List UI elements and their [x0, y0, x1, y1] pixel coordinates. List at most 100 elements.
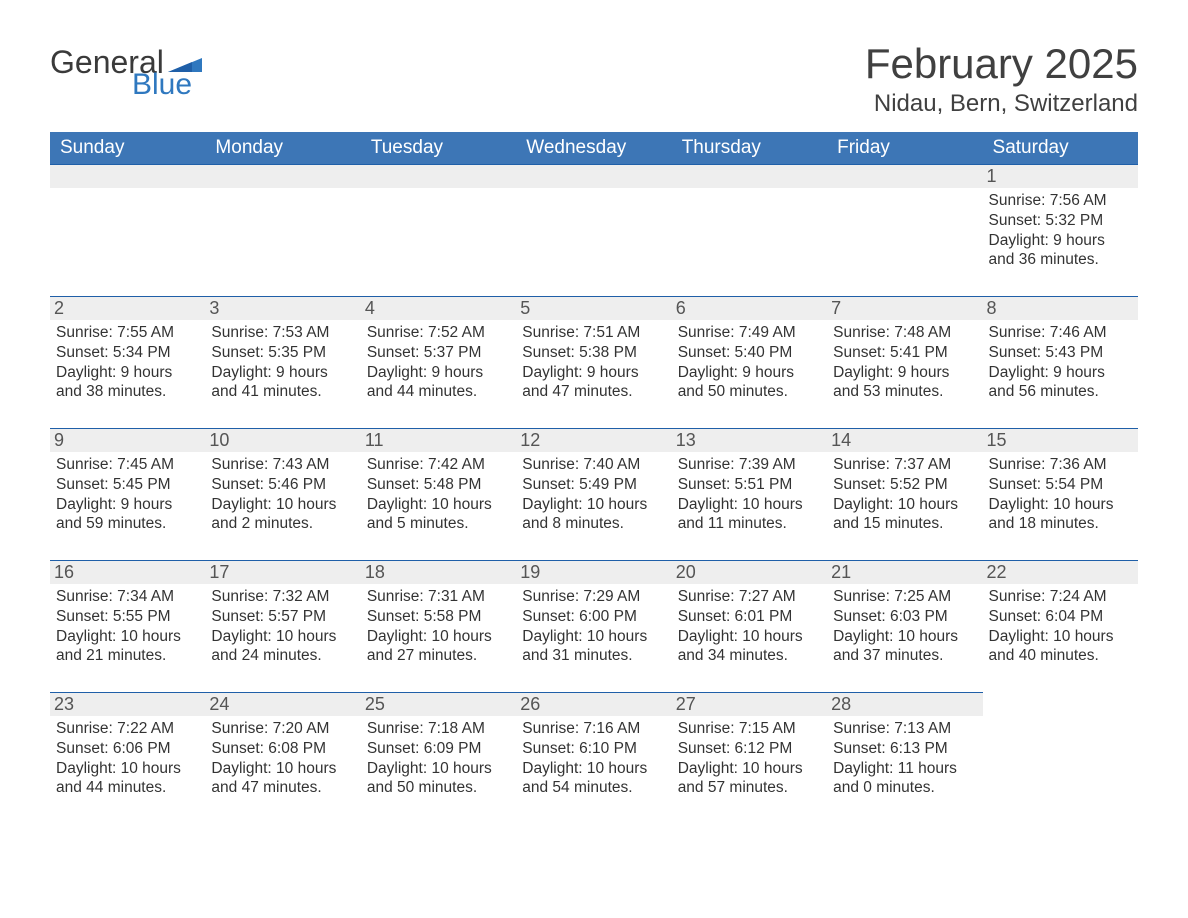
- sunset-text: Sunset: 5:41 PM: [833, 343, 974, 363]
- day-number: 16: [50, 560, 205, 584]
- day-number: 28: [827, 692, 982, 716]
- sunset-text: Sunset: 5:35 PM: [211, 343, 352, 363]
- calendar-cell: 5 Sunrise: 7:51 AMSunset: 5:38 PMDaylight…: [516, 296, 671, 428]
- day-number: 11: [361, 428, 516, 452]
- sunset-text: Sunset: 5:48 PM: [367, 475, 508, 495]
- calendar-cell: 1 Sunrise: 7:56 AMSunset: 5:32 PMDaylight…: [983, 164, 1138, 296]
- calendar-cell: 15Sunrise: 7:36 AMSunset: 5:54 PMDayligh…: [983, 428, 1138, 560]
- sunset-text: Sunset: 5:51 PM: [678, 475, 819, 495]
- calendar-cell: [827, 164, 982, 296]
- day-number: 26: [516, 692, 671, 716]
- sunrise-text: Sunrise: 7:56 AM: [989, 191, 1130, 211]
- sunrise-text: Sunrise: 7:53 AM: [211, 323, 352, 343]
- day-details: Sunrise: 7:52 AMSunset: 5:37 PMDaylight:…: [367, 323, 508, 402]
- day-number: 23: [50, 692, 205, 716]
- day-number: 8: [983, 296, 1138, 320]
- sunrise-text: Sunrise: 7:43 AM: [211, 455, 352, 475]
- sunset-text: Sunset: 6:13 PM: [833, 739, 974, 759]
- day-details: Sunrise: 7:42 AMSunset: 5:48 PMDaylight:…: [367, 455, 508, 534]
- day-details: Sunrise: 7:15 AMSunset: 6:12 PMDaylight:…: [678, 719, 819, 798]
- sunset-text: Sunset: 5:43 PM: [989, 343, 1130, 363]
- day-details: Sunrise: 7:40 AMSunset: 5:49 PMDaylight:…: [522, 455, 663, 534]
- calendar-cell: 18Sunrise: 7:31 AMSunset: 5:58 PMDayligh…: [361, 560, 516, 692]
- daylight-text: Daylight: 10 hours and 2 minutes.: [211, 495, 352, 535]
- sunset-text: Sunset: 5:32 PM: [989, 211, 1130, 231]
- sunrise-text: Sunrise: 7:37 AM: [833, 455, 974, 475]
- calendar-cell: 22Sunrise: 7:24 AMSunset: 6:04 PMDayligh…: [983, 560, 1138, 692]
- day-number: 17: [205, 560, 360, 584]
- day-number: 18: [361, 560, 516, 584]
- calendar-cell: [205, 164, 360, 296]
- dow-wednesday: Wednesday: [516, 132, 671, 164]
- sunset-text: Sunset: 6:06 PM: [56, 739, 197, 759]
- sunset-text: Sunset: 5:58 PM: [367, 607, 508, 627]
- day-number: 20: [672, 560, 827, 584]
- header: General Blue February 2025 Nidau, Bern, …: [50, 40, 1138, 128]
- day-details: Sunrise: 7:56 AMSunset: 5:32 PMDaylight:…: [989, 191, 1130, 270]
- sunrise-text: Sunrise: 7:36 AM: [989, 455, 1130, 475]
- calendar-cell: 17Sunrise: 7:32 AMSunset: 5:57 PMDayligh…: [205, 560, 360, 692]
- day-number: 10: [205, 428, 360, 452]
- day-number: 19: [516, 560, 671, 584]
- sunset-text: Sunset: 6:00 PM: [522, 607, 663, 627]
- sunset-text: Sunset: 6:10 PM: [522, 739, 663, 759]
- daylight-text: Daylight: 10 hours and 24 minutes.: [211, 627, 352, 667]
- day-details: Sunrise: 7:27 AMSunset: 6:01 PMDaylight:…: [678, 587, 819, 666]
- day-number: 5: [516, 296, 671, 320]
- sunset-text: Sunset: 5:49 PM: [522, 475, 663, 495]
- sunrise-text: Sunrise: 7:49 AM: [678, 323, 819, 343]
- daylight-text: Daylight: 10 hours and 11 minutes.: [678, 495, 819, 535]
- day-number: 12: [516, 428, 671, 452]
- day-details: Sunrise: 7:51 AMSunset: 5:38 PMDaylight:…: [522, 323, 663, 402]
- day-details: Sunrise: 7:20 AMSunset: 6:08 PMDaylight:…: [211, 719, 352, 798]
- dow-monday: Monday: [205, 132, 360, 164]
- sunrise-text: Sunrise: 7:20 AM: [211, 719, 352, 739]
- day-details: Sunrise: 7:53 AMSunset: 5:35 PMDaylight:…: [211, 323, 352, 402]
- daylight-text: Daylight: 10 hours and 50 minutes.: [367, 759, 508, 799]
- day-details: Sunrise: 7:16 AMSunset: 6:10 PMDaylight:…: [522, 719, 663, 798]
- daylight-text: Daylight: 10 hours and 40 minutes.: [989, 627, 1130, 667]
- day-number: 21: [827, 560, 982, 584]
- calendar-cell: 9Sunrise: 7:45 AMSunset: 5:45 PMDaylight…: [50, 428, 205, 560]
- sunrise-text: Sunrise: 7:34 AM: [56, 587, 197, 607]
- sunset-text: Sunset: 6:12 PM: [678, 739, 819, 759]
- day-details: Sunrise: 7:22 AMSunset: 6:06 PMDaylight:…: [56, 719, 197, 798]
- calendar-cell: 24Sunrise: 7:20 AMSunset: 6:08 PMDayligh…: [205, 692, 360, 824]
- day-details: Sunrise: 7:46 AMSunset: 5:43 PMDaylight:…: [989, 323, 1130, 402]
- sunset-text: Sunset: 6:04 PM: [989, 607, 1130, 627]
- day-details: Sunrise: 7:48 AMSunset: 5:41 PMDaylight:…: [833, 323, 974, 402]
- dow-sunday: Sunday: [50, 132, 205, 164]
- sunset-text: Sunset: 5:46 PM: [211, 475, 352, 495]
- logo: General Blue: [50, 40, 202, 100]
- day-number: [827, 164, 982, 188]
- sunset-text: Sunset: 5:34 PM: [56, 343, 197, 363]
- day-number: 7: [827, 296, 982, 320]
- day-number: [516, 164, 671, 188]
- day-details: Sunrise: 7:55 AMSunset: 5:34 PMDaylight:…: [56, 323, 197, 402]
- title-block: February 2025 Nidau, Bern, Switzerland: [865, 40, 1138, 128]
- dow-saturday: Saturday: [983, 132, 1138, 164]
- daylight-text: Daylight: 9 hours and 44 minutes.: [367, 363, 508, 403]
- calendar-cell: 11 Sunrise: 7:42 AMSunset: 5:48 PMDayligh…: [361, 428, 516, 560]
- sunrise-text: Sunrise: 7:39 AM: [678, 455, 819, 475]
- day-number: 4: [361, 296, 516, 320]
- calendar-table: Sunday Monday Tuesday Wednesday Thursday…: [50, 132, 1138, 824]
- daylight-text: Daylight: 10 hours and 27 minutes.: [367, 627, 508, 667]
- calendar-cell: 20 Sunrise: 7:27 AMSunset: 6:01 PMDayligh…: [672, 560, 827, 692]
- day-details: Sunrise: 7:29 AMSunset: 6:00 PMDaylight:…: [522, 587, 663, 666]
- daylight-text: Daylight: 10 hours and 5 minutes.: [367, 495, 508, 535]
- calendar-cell: 19 Sunrise: 7:29 AMSunset: 6:00 PMDayligh…: [516, 560, 671, 692]
- day-number: 22: [983, 560, 1138, 584]
- day-number: 1: [983, 164, 1138, 188]
- logo-text-blue: Blue: [132, 70, 202, 100]
- week-row: 2Sunrise: 7:55 AMSunset: 5:34 PMDaylight…: [50, 296, 1138, 428]
- calendar-cell: [361, 164, 516, 296]
- daylight-text: Daylight: 9 hours and 38 minutes.: [56, 363, 197, 403]
- sunrise-text: Sunrise: 7:13 AM: [833, 719, 974, 739]
- daylight-text: Daylight: 9 hours and 47 minutes.: [522, 363, 663, 403]
- daylight-text: Daylight: 11 hours and 0 minutes.: [833, 759, 974, 799]
- sunrise-text: Sunrise: 7:32 AM: [211, 587, 352, 607]
- daylight-text: Daylight: 9 hours and 56 minutes.: [989, 363, 1130, 403]
- sunrise-text: Sunrise: 7:29 AM: [522, 587, 663, 607]
- daylight-text: Daylight: 10 hours and 15 minutes.: [833, 495, 974, 535]
